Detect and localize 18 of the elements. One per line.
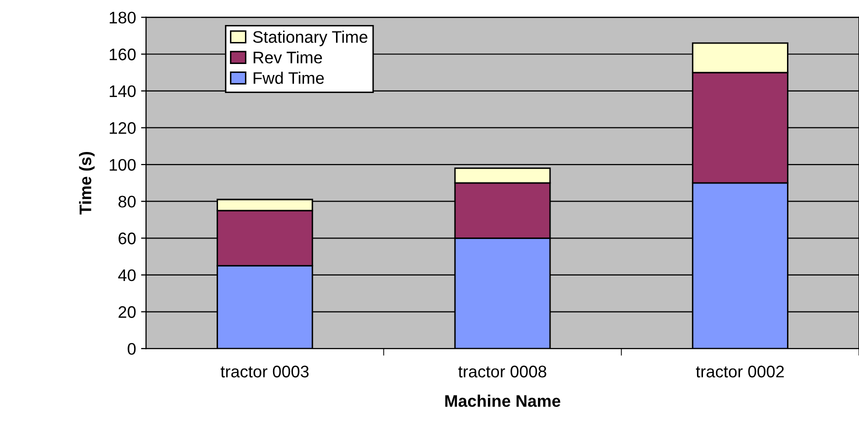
y-tick-label: 140 [110, 85, 136, 98]
y-tick-label: 20 [118, 306, 136, 318]
y-tick-label: 40 [118, 269, 136, 282]
legend-label: Fwd Time [254, 72, 324, 84]
y-tick-label: 120 [110, 122, 136, 134]
legend-label: Rev Time [254, 51, 322, 64]
y-tick-label: 160 [110, 48, 136, 60]
x-tick-label: tractor 0008 [458, 366, 546, 378]
y-tick-label: 180 [110, 12, 136, 24]
y-tick-label: 60 [118, 232, 136, 244]
y-tick-label: 0 [128, 342, 136, 355]
legend-label: Stationary Time [253, 30, 368, 46]
y-axis-title: Time (s) [79, 152, 95, 215]
y-tick-label: 80 [118, 196, 136, 208]
x-axis-title: Machine Name [445, 394, 560, 407]
y-tick-label: 100 [110, 158, 136, 171]
x-tick-label: tractor 0003 [220, 366, 309, 378]
x-tick-label: tractor 0002 [696, 366, 784, 378]
